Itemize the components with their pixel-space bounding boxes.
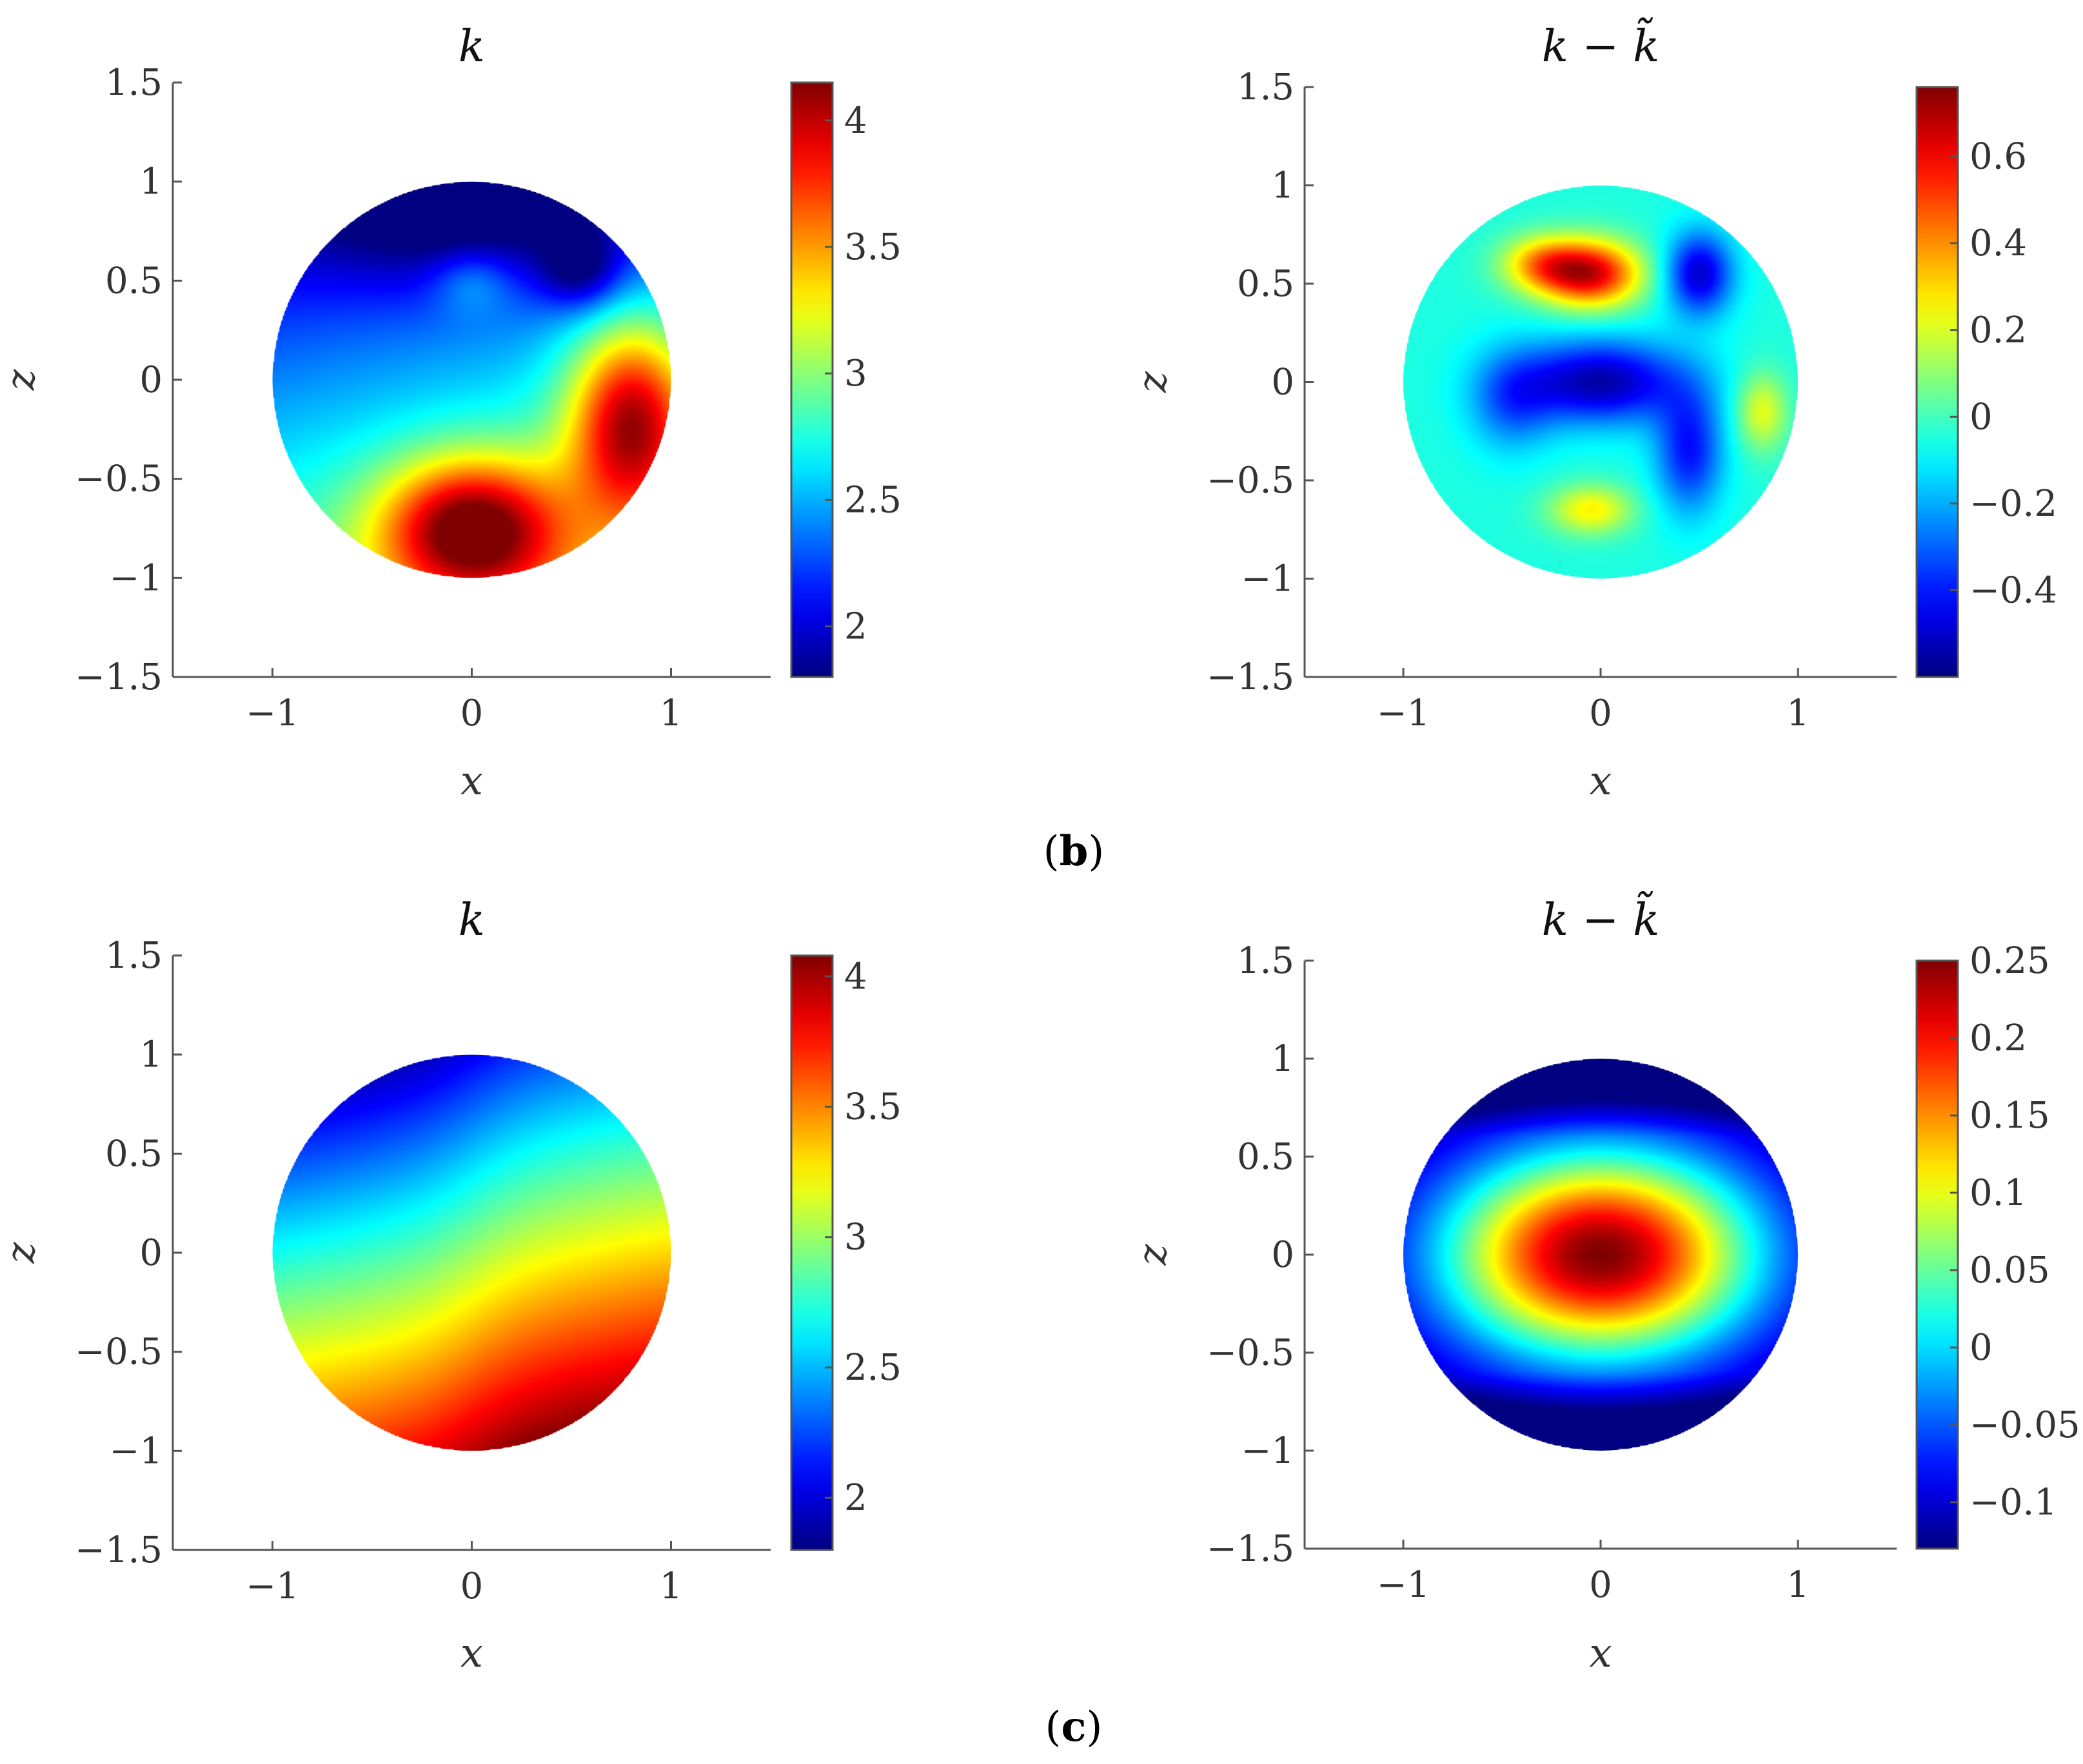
x-tick-label: 0: [1589, 692, 1612, 734]
y-tick-label: 1.5: [1237, 940, 1294, 982]
colorbar-tick-label: 3.5: [844, 1086, 902, 1128]
colorbar-tick-label: 2: [844, 1477, 867, 1519]
y-tick-label: 0: [1271, 362, 1294, 404]
colorbar-tick-label: 2.5: [844, 1347, 902, 1389]
heatmap-disk: [272, 181, 671, 578]
colorbar: [1915, 959, 1959, 1550]
colorbar-tick-label: 0.15: [1969, 1095, 2050, 1137]
colorbar-tick-label: −0.4: [1969, 569, 2057, 611]
y-tick-label: −1.5: [75, 656, 163, 698]
colorbar-tick-label: 0.05: [1969, 1250, 2050, 1291]
chart-panel-0: 1.5 1 0.5 0 −0.5 −1 −1.5 −1 0 1 k x z 4 3.5 3 2.5 2: [0, 21, 902, 804]
colorbar: [1915, 86, 1959, 678]
colorbar-tick-label: 4: [844, 100, 867, 142]
y-tick-label: −0.5: [1207, 1332, 1294, 1374]
y-tick-label: 0: [139, 359, 163, 401]
colorbar-tick-label: 0.6: [1969, 136, 2027, 178]
colorbar-tick-label: 0.1: [1969, 1172, 2027, 1214]
colorbar-tick-label: 0.2: [1969, 1017, 2027, 1059]
colorbar: [790, 81, 834, 678]
y-tick-label: −1: [109, 557, 163, 599]
y-tick-label: 0.5: [105, 1133, 163, 1175]
y-tick-label: 0: [139, 1232, 163, 1274]
colorbar-tick-label: 0: [1969, 396, 1993, 438]
y-tick-label: 0.5: [1237, 1136, 1294, 1178]
x-axis-label: x: [1590, 757, 1612, 804]
colorbar-tick-label: 0.25: [1969, 940, 2050, 982]
y-tick-label: −0.5: [75, 458, 163, 500]
chart-panel-1: 1.5 1 0.5 0 −0.5 −1 −1.5 −1 0 1 k − k̃ x z 0.6 0.4 0.2 0…: [1129, 17, 2057, 804]
x-axis-label: x: [460, 757, 483, 804]
y-tick-label: −0.5: [1207, 460, 1294, 502]
panel-title: k: [459, 21, 485, 72]
colorbar-tick-label: 3: [844, 1217, 867, 1259]
y-tick-label: 1: [1271, 1038, 1294, 1080]
y-tick-label: 1: [139, 161, 163, 203]
y-tick-label: 0.5: [105, 260, 163, 302]
y-tick-label: 1.5: [105, 935, 163, 977]
x-tick-label: 1: [1786, 692, 1810, 734]
colorbar-tick-label: 2.5: [844, 479, 902, 521]
y-axis-label: z: [1129, 1244, 1176, 1266]
y-tick-label: −1: [109, 1430, 163, 1472]
heatmap-disk: [272, 1054, 671, 1451]
y-tick-label: 1: [1271, 165, 1294, 207]
panels: 1.5 1 0.5 0 −0.5 −1 −1.5 −1 0 1 k x z 4 3.5 3 2.5 2 1.5 1 0.…: [0, 17, 2080, 1676]
x-tick-label: 1: [660, 1565, 683, 1607]
y-tick-label: 1.5: [1237, 66, 1294, 108]
heatmap-disk: [1403, 185, 1798, 579]
colorbar-tick-label: −0.05: [1969, 1404, 2080, 1446]
x-axis-label: x: [460, 1629, 483, 1676]
caption-c: (c): [1045, 1703, 1103, 1751]
colorbar-tick-label: 2: [844, 606, 867, 648]
x-tick-label: −1: [246, 692, 299, 734]
colorbar-tick-label: −0.2: [1969, 483, 2057, 525]
x-tick-label: −1: [1377, 692, 1430, 734]
colorbar-tick-label: 0.4: [1969, 222, 2027, 264]
panel-title: k: [459, 895, 485, 946]
colorbar-tick-label: −0.1: [1969, 1482, 2057, 1524]
heatmap-disk: [1403, 1059, 1798, 1451]
colorbar-tick-label: 0.2: [1969, 309, 2027, 351]
colorbar: [790, 954, 834, 1551]
caption-b: (b): [1043, 827, 1105, 876]
y-tick-label: −1.5: [75, 1529, 163, 1571]
x-tick-label: −1: [246, 1565, 299, 1607]
y-axis-label: z: [0, 1242, 44, 1264]
y-axis-label: z: [1129, 371, 1176, 393]
x-tick-label: 1: [1786, 1564, 1810, 1606]
colorbar-tick-label: 4: [844, 956, 867, 997]
y-tick-label: −1: [1241, 1430, 1294, 1472]
y-tick-label: 0: [1271, 1234, 1294, 1276]
x-tick-label: −1: [1377, 1564, 1430, 1606]
y-tick-label: −0.5: [75, 1331, 163, 1373]
panel-title: k − k̃: [1542, 17, 1660, 72]
colorbar-tick-label: 0: [1969, 1327, 1993, 1369]
panel-title: k − k̃: [1542, 891, 1660, 946]
colorbar-tick-label: 3.5: [844, 226, 902, 268]
chart-panel-2: 1.5 1 0.5 0 −0.5 −1 −1.5 −1 0 1 k x z 4 3.5 3 2.5 2: [0, 895, 902, 1676]
x-tick-label: 0: [1589, 1564, 1612, 1606]
y-tick-label: 1.5: [105, 62, 163, 104]
y-tick-label: 0.5: [1237, 263, 1294, 305]
y-tick-label: 1: [139, 1034, 163, 1076]
x-tick-label: 0: [460, 692, 484, 734]
colorbar-tick-label: 3: [844, 353, 867, 395]
x-axis-label: x: [1590, 1629, 1612, 1676]
y-tick-label: −1.5: [1207, 1528, 1294, 1570]
chart-panel-3: 1.5 1 0.5 0 −0.5 −1 −1.5 −1 0 1 k − k̃ x z 0.25 0.2 0.1…: [1129, 891, 2080, 1676]
x-tick-label: 0: [460, 1565, 484, 1607]
y-tick-label: −1.5: [1207, 656, 1294, 698]
y-axis-label: z: [0, 369, 44, 391]
y-tick-label: −1: [1241, 558, 1294, 600]
x-tick-label: 1: [660, 692, 683, 734]
